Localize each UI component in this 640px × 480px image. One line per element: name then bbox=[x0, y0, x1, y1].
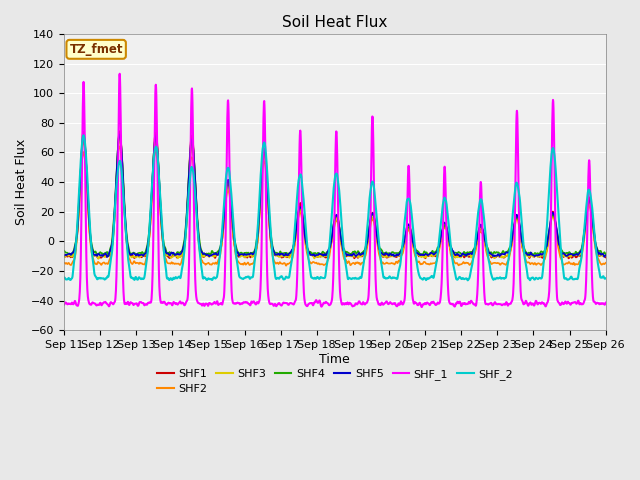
SHF2 bbox=[363, 248, 371, 253]
SHF1 bbox=[351, 255, 358, 261]
SHF_1 bbox=[116, 71, 124, 77]
SHF4 bbox=[554, 236, 562, 242]
SHF3 bbox=[570, 252, 577, 258]
SHF5 bbox=[60, 253, 68, 259]
SHF3 bbox=[95, 256, 102, 262]
SHF3 bbox=[554, 240, 562, 246]
SHF1 bbox=[570, 253, 577, 259]
SHF4 bbox=[570, 251, 577, 256]
SHF5 bbox=[104, 254, 111, 260]
Line: SHF_1: SHF_1 bbox=[64, 74, 605, 307]
X-axis label: Time: Time bbox=[319, 353, 350, 366]
Text: TZ_fmet: TZ_fmet bbox=[69, 43, 123, 56]
SHF_1 bbox=[362, 300, 370, 306]
SHF5 bbox=[351, 252, 358, 258]
SHF2 bbox=[211, 260, 219, 266]
SHF2 bbox=[554, 245, 562, 251]
SHF_1 bbox=[211, 300, 219, 306]
SHF1 bbox=[554, 238, 562, 244]
SHF_1 bbox=[602, 300, 609, 306]
SHF5 bbox=[602, 252, 609, 258]
SHF_2 bbox=[602, 276, 609, 281]
Line: SHF3: SHF3 bbox=[64, 139, 605, 259]
Line: SHF5: SHF5 bbox=[64, 134, 605, 257]
SHF_1 bbox=[493, 301, 500, 307]
SHF2 bbox=[602, 260, 609, 265]
SHF_2 bbox=[351, 276, 358, 281]
SHF_1 bbox=[351, 303, 358, 309]
SHF5 bbox=[554, 239, 562, 244]
SHF1 bbox=[211, 255, 219, 261]
SHF5 bbox=[493, 253, 500, 259]
SHF4 bbox=[363, 240, 371, 245]
SHF2 bbox=[351, 261, 358, 267]
SHF_2 bbox=[362, 235, 370, 241]
Y-axis label: Soil Heat Flux: Soil Heat Flux bbox=[15, 139, 28, 225]
SHF4 bbox=[116, 132, 124, 137]
SHF_2 bbox=[554, 208, 562, 214]
Line: SHF1: SHF1 bbox=[64, 131, 605, 258]
SHF5 bbox=[570, 252, 577, 258]
SHF_1 bbox=[554, 299, 562, 305]
SHF3 bbox=[363, 243, 371, 249]
Line: SHF2: SHF2 bbox=[64, 146, 605, 265]
SHF4 bbox=[351, 248, 358, 254]
SHF3 bbox=[602, 253, 609, 259]
SHF4 bbox=[105, 253, 113, 259]
SHF4 bbox=[212, 251, 220, 256]
SHF_2 bbox=[464, 277, 472, 283]
SHF3 bbox=[351, 253, 358, 259]
SHF2 bbox=[570, 261, 577, 266]
SHF4 bbox=[493, 249, 500, 255]
SHF4 bbox=[60, 248, 68, 253]
SHF_2 bbox=[211, 276, 219, 281]
SHF_1 bbox=[570, 300, 577, 305]
SHF1 bbox=[362, 245, 370, 251]
SHF2 bbox=[282, 263, 290, 268]
Line: SHF_2: SHF_2 bbox=[64, 135, 605, 280]
Title: Soil Heat Flux: Soil Heat Flux bbox=[282, 15, 388, 30]
SHF5 bbox=[363, 242, 371, 248]
Legend: SHF1, SHF2, SHF3, SHF4, SHF5, SHF_1, SHF_2: SHF1, SHF2, SHF3, SHF4, SHF5, SHF_1, SHF… bbox=[152, 364, 517, 399]
SHF1 bbox=[492, 254, 500, 260]
SHF1 bbox=[565, 255, 573, 261]
SHF2 bbox=[60, 260, 68, 265]
SHF_1 bbox=[60, 302, 68, 308]
SHF_1 bbox=[418, 304, 426, 310]
SHF4 bbox=[602, 252, 609, 257]
SHF3 bbox=[60, 254, 68, 260]
SHF1 bbox=[60, 252, 68, 258]
SHF2 bbox=[116, 144, 124, 149]
SHF3 bbox=[116, 136, 124, 142]
SHF_2 bbox=[80, 132, 88, 138]
SHF5 bbox=[212, 250, 220, 256]
SHF5 bbox=[116, 132, 124, 137]
SHF3 bbox=[212, 253, 220, 259]
SHF1 bbox=[602, 254, 609, 260]
SHF2 bbox=[493, 260, 500, 266]
SHF1 bbox=[116, 128, 124, 134]
SHF3 bbox=[493, 253, 500, 259]
Line: SHF4: SHF4 bbox=[64, 134, 605, 256]
SHF_2 bbox=[493, 275, 500, 281]
SHF_2 bbox=[60, 275, 68, 280]
SHF_2 bbox=[570, 276, 577, 282]
